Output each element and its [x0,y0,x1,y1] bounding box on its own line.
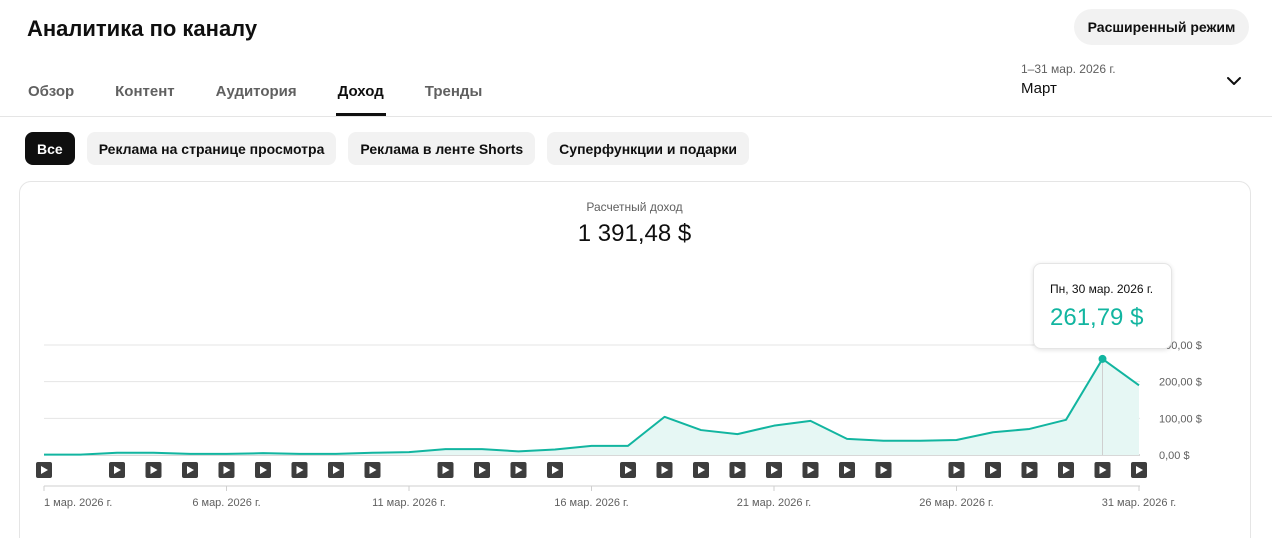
tooltip-value: 261,79 $ [1050,304,1144,331]
play-icon [661,466,669,474]
y-tick-label: 200,00 $ [1159,377,1202,389]
filter-chip-shorts-feed-ads[interactable]: Реклама в ленте Shorts [348,132,536,165]
x-tick-label: 16 мар. 2026 г. [554,497,628,509]
chart-tooltip: Пн, 30 мар. 2026 г. 261,79 $ [1033,263,1172,349]
play-icon [260,466,267,474]
x-tick-label: 26 мар. 2026 г. [919,497,993,509]
revenue-series-line [44,357,1140,456]
filter-chips: Все Реклама на странице просмотра Реклам… [25,132,761,165]
play-icon [1099,466,1107,474]
metric-value: 1 391,48 $ [577,220,692,247]
revenue-area-fill [44,358,1139,455]
advanced-mode-button[interactable]: Расширенный режим [1074,9,1249,45]
play-icon [1063,466,1070,474]
filter-chip-all[interactable]: Все [25,132,75,165]
play-icon [1136,466,1143,474]
tab-revenue[interactable]: Доход [335,72,386,116]
tooltip-date: Пн, 30 мар. 2026 г. [1050,282,1154,296]
play-icon [515,466,523,474]
play-icon [880,466,888,474]
y-tick-label: 100,00 $ [1159,413,1202,425]
date-range-text[interactable]: 1–31 мар. 2026 г. [1021,62,1116,76]
y-tick-label: 0,00 $ [1159,450,1190,462]
chevron-down-icon[interactable] [1224,71,1244,91]
play-icon [552,466,559,474]
play-icon [734,466,742,474]
date-period-text[interactable]: Март [1021,80,1057,97]
play-icon [479,466,486,474]
header-divider [0,116,1272,117]
tab-trends[interactable]: Тренды [424,83,483,100]
x-tick-label: 11 мар. 2026 г. [372,497,446,509]
play-icon [150,466,158,474]
metric-label: Расчетный доход [586,200,683,214]
chart-card [19,181,1251,538]
highlighted-data-point [1098,354,1107,363]
play-icon [223,466,231,474]
tab-content[interactable]: Контент [115,83,175,100]
play-icon [187,466,194,474]
filter-chip-watch-page-ads[interactable]: Реклама на странице просмотра [86,132,337,165]
x-tick-label: 6 мар. 2026 г. [192,497,260,509]
tab-overview[interactable]: Обзор [28,83,75,100]
tabs-bar: Обзор Контент Аудитория Доход Тренды [28,72,523,116]
tab-audience[interactable]: Аудитория [215,83,297,100]
x-tick-label: 31 мар. 2026 г. [1102,497,1176,509]
play-icon [953,466,961,474]
play-icon [807,466,815,474]
play-icon [333,466,340,474]
play-icon [114,466,121,474]
play-icon [41,466,48,474]
play-icon [625,466,632,474]
play-icon [844,466,851,474]
play-icon [296,466,304,474]
page-title: Аналитика по каналу [27,16,258,41]
play-icon [1026,466,1034,474]
play-icon [698,466,705,474]
play-icon [771,466,778,474]
x-tick-label: 1 мар. 2026 г. [44,497,112,509]
play-icon [990,466,997,474]
play-icon [442,466,450,474]
play-icon [369,466,377,474]
x-tick-label: 21 мар. 2026 г. [737,497,811,509]
filter-chip-supers-gifts[interactable]: Суперфункции и подарки [547,132,750,165]
